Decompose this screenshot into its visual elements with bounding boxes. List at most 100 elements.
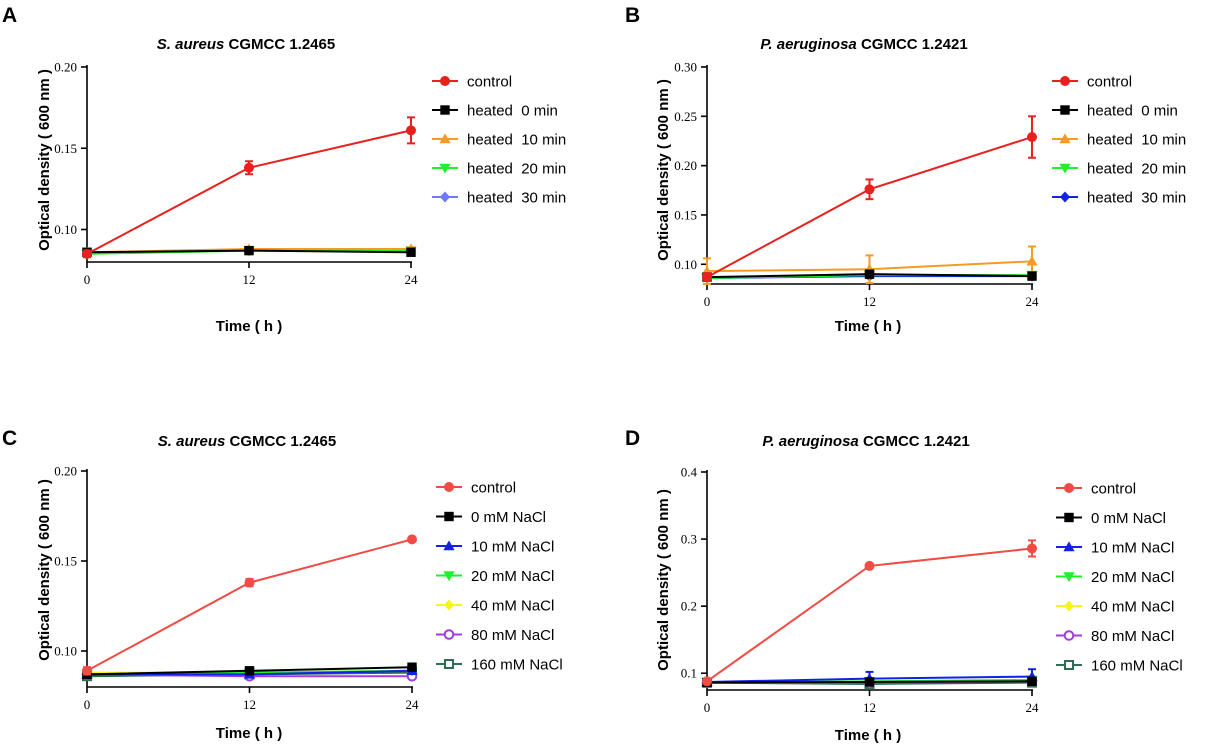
legend-entry: control bbox=[436, 480, 516, 497]
x-axis-label: Time ( h ) bbox=[216, 725, 282, 742]
chart-title-species: S. aureus bbox=[158, 433, 226, 450]
legend-label: heated 10 min bbox=[467, 132, 566, 149]
legend-marker bbox=[440, 191, 450, 203]
legend-marker bbox=[1064, 600, 1074, 612]
series-line bbox=[86, 538, 413, 672]
y-tick-label: 0.20 bbox=[54, 60, 77, 75]
chart-title-species: S. aureus bbox=[157, 36, 225, 53]
legend-marker bbox=[443, 571, 455, 582]
data-point bbox=[864, 269, 875, 279]
y-tick-label: 0.15 bbox=[674, 207, 697, 222]
data-point bbox=[1027, 543, 1037, 554]
legend-marker bbox=[1063, 572, 1075, 583]
chart-title-strain: CGMCC 1.2421 bbox=[857, 36, 968, 53]
legend-entry: heated 0 min bbox=[432, 103, 558, 120]
legend-entry: heated 10 min bbox=[432, 132, 566, 149]
legend-marker bbox=[1064, 483, 1074, 493]
legend-entry: 40 mM NaCl bbox=[1056, 599, 1174, 616]
legend-marker bbox=[1060, 191, 1070, 203]
x-axis-label: Time ( h ) bbox=[216, 318, 282, 335]
legend-marker bbox=[444, 511, 454, 522]
legend-marker bbox=[1064, 660, 1074, 670]
data-point bbox=[1027, 676, 1037, 686]
data-point bbox=[407, 662, 417, 672]
legend-marker bbox=[443, 540, 455, 551]
legend-label: heated 20 min bbox=[1087, 161, 1186, 178]
legend-label: control bbox=[471, 480, 516, 497]
x-tick-label: 24 bbox=[1026, 294, 1040, 309]
legend-entry: control bbox=[1056, 481, 1136, 498]
x-tick-label: 12 bbox=[863, 294, 876, 309]
panel-a: A S. aureus CGMCC 1.2465 0.10 0.15 0.20 0 12 24… bbox=[2, 4, 566, 335]
legend-marker bbox=[1063, 541, 1075, 552]
y-tick-label: 0.15 bbox=[54, 554, 77, 569]
data-point bbox=[1027, 271, 1037, 281]
data-point bbox=[244, 666, 255, 676]
legend-label: heated 30 min bbox=[1087, 190, 1186, 207]
legend-label: heated 0 min bbox=[1087, 103, 1178, 120]
series-control bbox=[82, 116, 416, 259]
chart-title-strain: CGMCC 1.2465 bbox=[224, 36, 335, 53]
legend-marker bbox=[439, 163, 451, 174]
legend-entry: heated 30 min bbox=[1052, 190, 1186, 207]
legend-label: control bbox=[1087, 74, 1132, 91]
x-tick-label: 24 bbox=[1026, 700, 1040, 715]
legend-entry: control bbox=[432, 74, 512, 91]
panel-letter: A bbox=[2, 4, 17, 27]
legend-marker bbox=[440, 105, 450, 115]
legend-entry: heated 20 min bbox=[432, 161, 566, 178]
legend-entry: control bbox=[1052, 74, 1132, 91]
y-tick-label: 0.10 bbox=[54, 644, 77, 659]
y-tick-label: 0.4 bbox=[681, 465, 698, 480]
x-tick-label: 24 bbox=[406, 697, 420, 712]
y-axis-label: Optical density ( 600 nm ) bbox=[36, 479, 53, 661]
legend-entry: 80 mM NaCl bbox=[1056, 628, 1174, 645]
legend-entry: 160 mM NaCl bbox=[1056, 658, 1183, 675]
y-tick-label: 0.15 bbox=[54, 141, 77, 156]
panel-letter: D bbox=[625, 427, 640, 450]
legend-label: heated 0 min bbox=[467, 103, 558, 120]
legend-entry: 10 mM NaCl bbox=[1056, 540, 1174, 557]
series-heated-0-min bbox=[82, 245, 416, 257]
data-point bbox=[702, 272, 712, 283]
x-axis-label: Time ( h ) bbox=[835, 727, 901, 744]
data-point bbox=[244, 577, 255, 588]
y-tick-label: 0.30 bbox=[674, 60, 697, 75]
y-tick-label: 0.25 bbox=[674, 109, 697, 124]
chart-title: P. aeruginosa CGMCC 1.2421 bbox=[762, 433, 969, 450]
y-tick-label: 0.10 bbox=[674, 257, 697, 272]
legend-marker bbox=[444, 659, 454, 669]
legend-entry: heated 0 min bbox=[1052, 103, 1178, 120]
chart-title: P. aeruginosa CGMCC 1.2421 bbox=[760, 36, 967, 53]
legend-entry: 80 mM NaCl bbox=[436, 627, 554, 644]
legend-marker bbox=[444, 599, 454, 611]
legend-label: 10 mM NaCl bbox=[471, 539, 554, 556]
series-0-mm-nacl bbox=[702, 676, 1037, 688]
series-control bbox=[702, 115, 1037, 283]
legend-label: 40 mM NaCl bbox=[471, 598, 554, 615]
legend-entry: heated 10 min bbox=[1052, 132, 1186, 149]
data-point bbox=[407, 534, 417, 545]
panel-letter: C bbox=[2, 427, 17, 450]
legend-label: control bbox=[1091, 481, 1136, 498]
legend-marker bbox=[1063, 630, 1075, 641]
legend-label: 160 mM NaCl bbox=[471, 657, 563, 674]
x-axis-label: Time ( h ) bbox=[835, 318, 901, 335]
legend-label: 20 mM NaCl bbox=[471, 568, 554, 585]
x-tick-label: 12 bbox=[243, 272, 256, 287]
x-tick-label: 0 bbox=[84, 697, 91, 712]
legend-marker bbox=[443, 629, 455, 640]
x-tick-label: 12 bbox=[863, 700, 876, 715]
panel-letter: B bbox=[625, 4, 640, 27]
x-tick-label: 12 bbox=[243, 697, 256, 712]
chart-title-strain: CGMCC 1.2421 bbox=[859, 433, 970, 450]
legend-label: heated 20 min bbox=[467, 161, 566, 178]
legend-entry: heated 20 min bbox=[1052, 161, 1186, 178]
legend-entry: 0 mM NaCl bbox=[1056, 510, 1166, 527]
legend-marker bbox=[440, 76, 450, 86]
chart-title-species: P. aeruginosa bbox=[762, 433, 858, 450]
legend-entry: 0 mM NaCl bbox=[436, 509, 546, 526]
legend-label: control bbox=[467, 74, 512, 91]
panel-b: B P. aeruginosa CGMCC 1.2421 0.10 0.15 0.20 0… bbox=[625, 4, 1186, 335]
legend-label: heated 30 min bbox=[467, 190, 566, 207]
